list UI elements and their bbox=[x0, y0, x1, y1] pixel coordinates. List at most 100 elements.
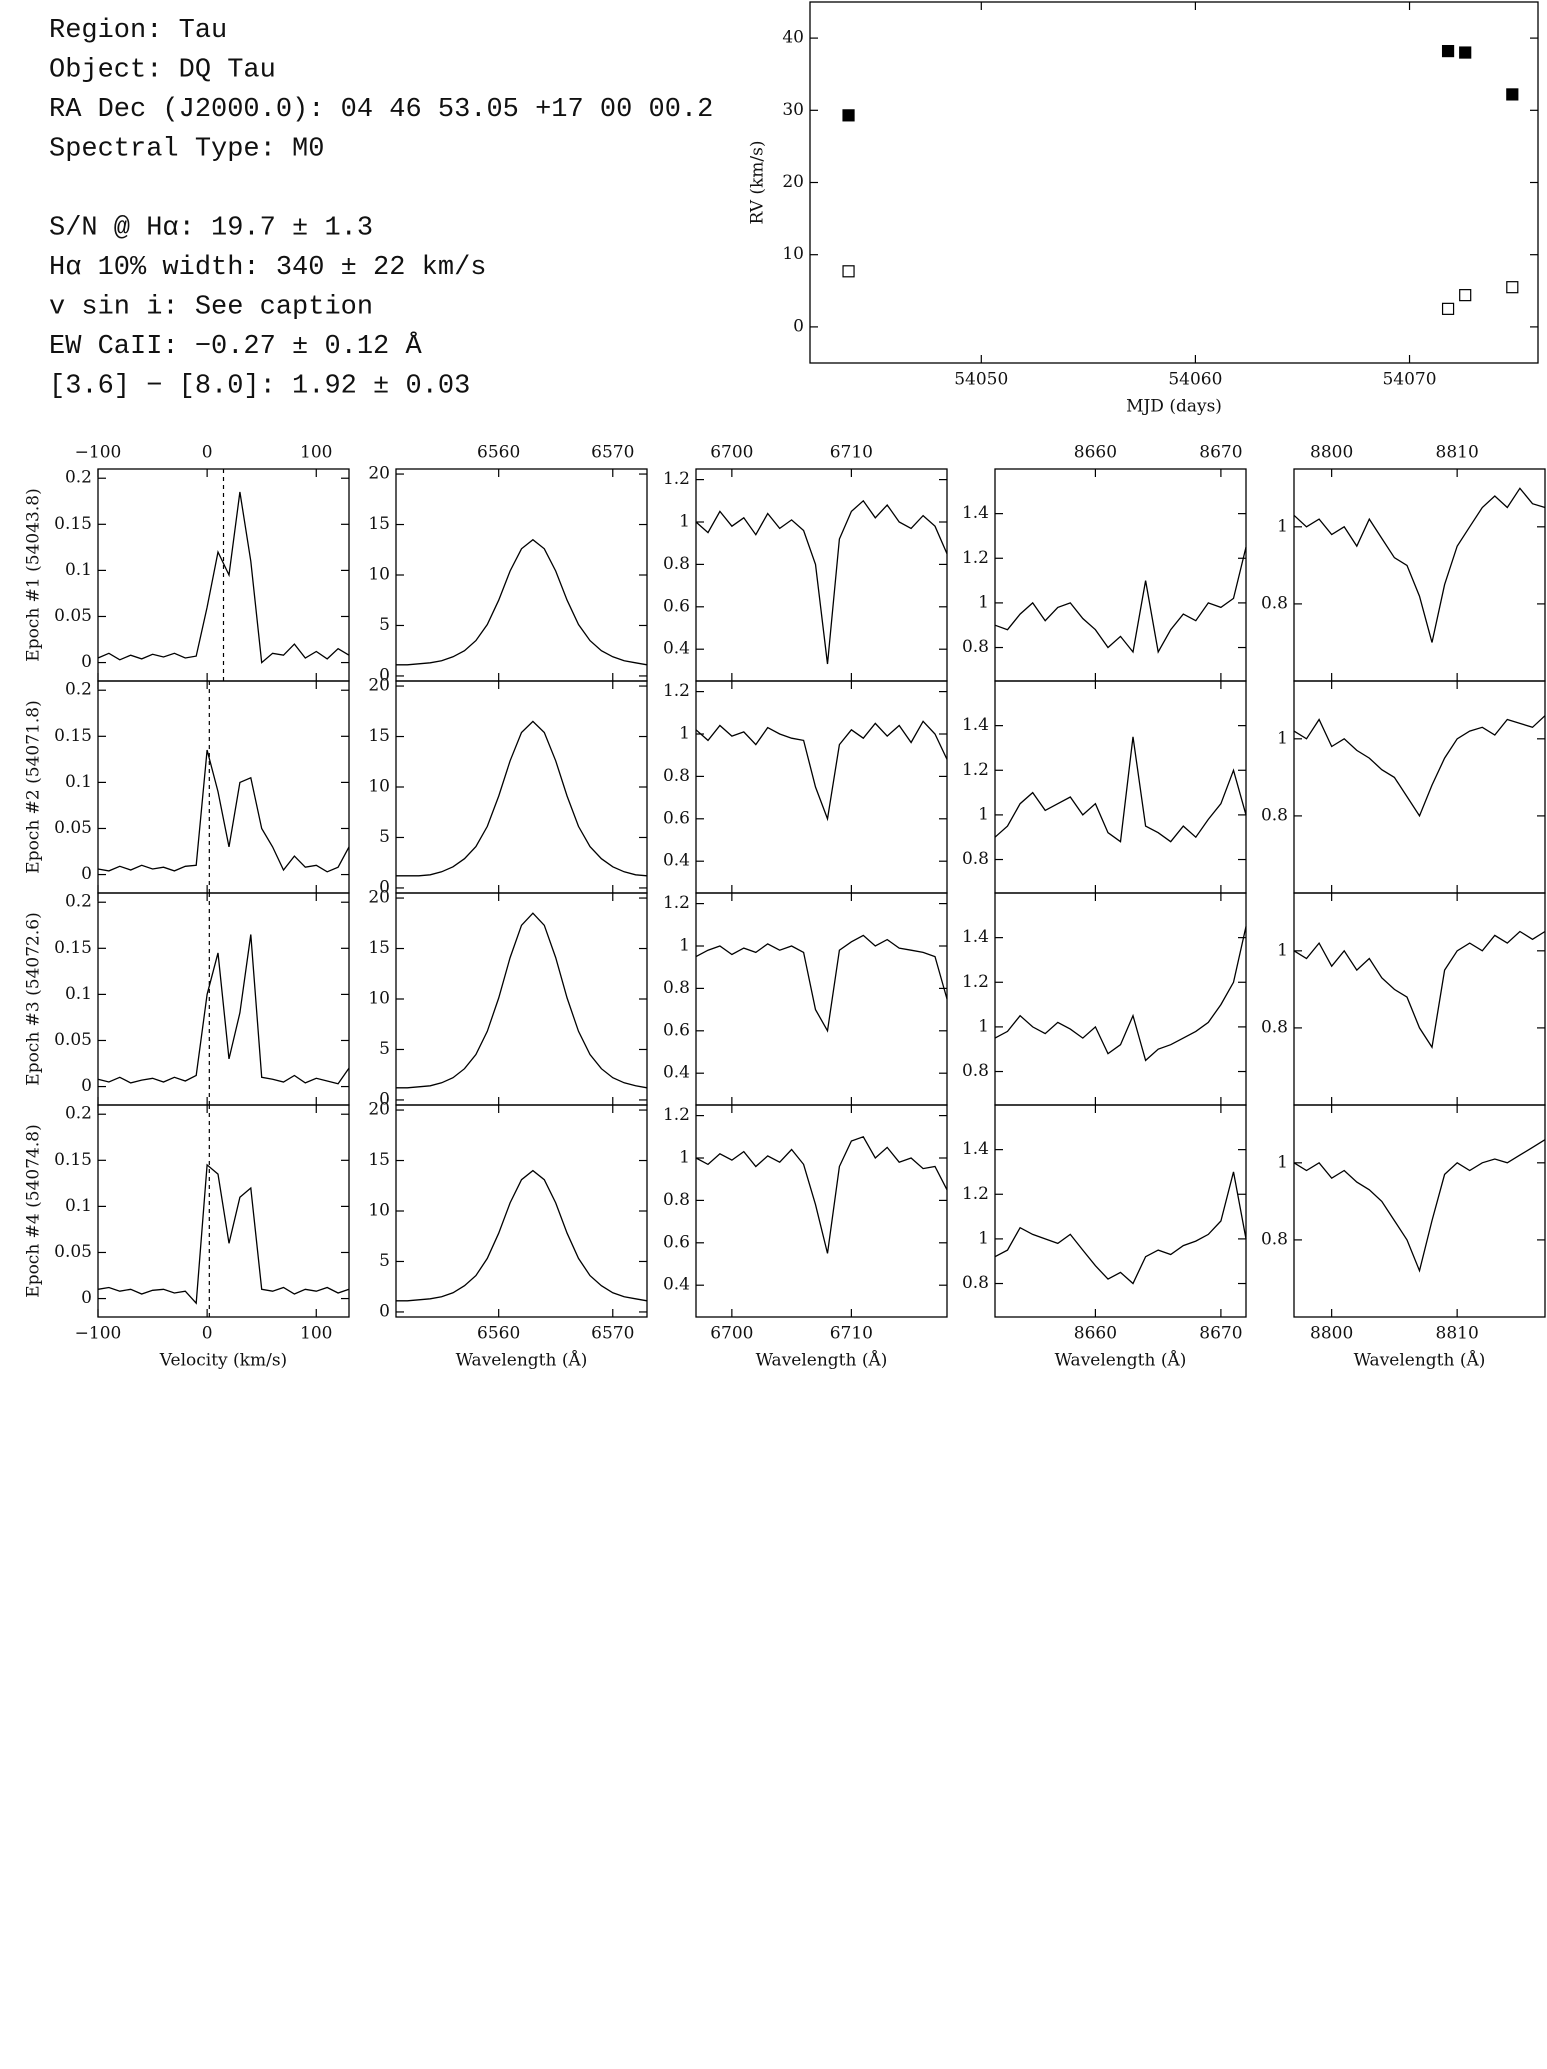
x-axis-label: Wavelength (Å) bbox=[456, 1350, 588, 1371]
plot-frame bbox=[1293, 680, 1546, 894]
y-tick-label: 10 bbox=[368, 1201, 390, 1221]
y-tick-label: 0.2 bbox=[65, 1104, 92, 1124]
y-axis-label: RV (km/s) bbox=[748, 140, 768, 224]
spectrum-line bbox=[396, 912, 648, 1089]
x-tick-label: 6710 bbox=[830, 1324, 873, 1344]
spectrum-line bbox=[695, 934, 948, 1033]
y-tick-label: 0.15 bbox=[54, 514, 92, 534]
spectrum-line bbox=[1293, 487, 1546, 643]
y-tick-label: 15 bbox=[368, 1150, 390, 1170]
y-axis-label: Epoch #1 (54043.8) bbox=[24, 488, 44, 661]
y-tick-label: 1.2 bbox=[962, 1184, 989, 1204]
y-tick-label: 0.8 bbox=[962, 1061, 989, 1081]
y-tick-label: 15 bbox=[368, 514, 390, 534]
y-tick-label: 1.4 bbox=[962, 927, 989, 947]
spectrum-line bbox=[1293, 1139, 1546, 1273]
plot-frame bbox=[97, 892, 350, 1106]
y-tick-label: 15 bbox=[368, 726, 390, 746]
x-tick-label: 8810 bbox=[1436, 1324, 1479, 1344]
y-tick-label: 0.05 bbox=[54, 606, 92, 626]
header-line: EW CaII: −0.27 ± 0.12 Å bbox=[49, 331, 422, 362]
plot-frame bbox=[695, 1104, 948, 1318]
x-axis-label: Wavelength (Å) bbox=[1055, 1350, 1187, 1371]
y-tick-label: 1 bbox=[1277, 940, 1288, 960]
x-tick-label: 8670 bbox=[1199, 1324, 1242, 1344]
x-axis-label: MJD (days) bbox=[1126, 397, 1222, 417]
y-tick-label: 0.8 bbox=[663, 766, 690, 786]
x-tick-label: 6710 bbox=[830, 443, 873, 463]
y-tick-label: 0.8 bbox=[663, 554, 690, 574]
spectrum-line bbox=[1293, 715, 1546, 818]
y-tick-label: 1.4 bbox=[962, 1139, 989, 1159]
rv-point bbox=[1506, 281, 1519, 294]
y-tick-label: 0.2 bbox=[65, 468, 92, 488]
y-tick-label: 1 bbox=[679, 1148, 690, 1168]
y-tick-label: 1 bbox=[978, 1228, 989, 1248]
plot-frame bbox=[695, 468, 948, 682]
y-tick-label: 0.1 bbox=[65, 772, 92, 792]
spectrum-line bbox=[994, 736, 1247, 843]
y-tick-label: 20 bbox=[368, 1100, 390, 1120]
y-tick-label: 0.8 bbox=[1261, 593, 1288, 613]
y-tick-label: 0.8 bbox=[962, 637, 989, 657]
y-tick-label: 10 bbox=[368, 777, 390, 797]
y-tick-label: 1 bbox=[1277, 516, 1288, 536]
plot-frame bbox=[395, 468, 648, 682]
x-tick-label: 54070 bbox=[1382, 370, 1436, 390]
y-tick-label: 0.6 bbox=[663, 596, 690, 616]
spectrum-line bbox=[1293, 930, 1546, 1049]
y-tick-label: 0.8 bbox=[1261, 1229, 1288, 1249]
y-tick-label: 0.15 bbox=[54, 1150, 92, 1170]
plot-frame bbox=[695, 680, 948, 894]
rv-point bbox=[1441, 44, 1455, 58]
y-tick-label: 1.2 bbox=[962, 548, 989, 568]
y-tick-label: 0.8 bbox=[1261, 1017, 1288, 1037]
y-tick-label: 0 bbox=[81, 1076, 92, 1096]
y-tick-label: 0.05 bbox=[54, 1030, 92, 1050]
y-tick-label: 0.05 bbox=[54, 1242, 92, 1262]
y-tick-label: 0 bbox=[81, 864, 92, 884]
y-tick-label: 20 bbox=[368, 464, 390, 484]
y-tick-label: 1 bbox=[679, 936, 690, 956]
spectrum-line bbox=[396, 720, 648, 877]
y-tick-label: 1.2 bbox=[663, 681, 690, 701]
y-tick-label: 0.6 bbox=[663, 808, 690, 828]
plot-frame bbox=[695, 892, 948, 1106]
x-tick-label: 8660 bbox=[1074, 443, 1117, 463]
x-tick-label: 100 bbox=[300, 443, 332, 463]
x-tick-label: 6560 bbox=[477, 1324, 520, 1344]
x-tick-label: −100 bbox=[75, 1324, 122, 1344]
rv-point bbox=[842, 265, 855, 278]
spectrum-line bbox=[695, 499, 948, 665]
y-tick-label: 0.15 bbox=[54, 726, 92, 746]
plot-frame bbox=[395, 680, 648, 894]
plot-frame bbox=[809, 1, 1539, 364]
y-tick-label: 1.4 bbox=[962, 715, 989, 735]
header-line: Spectral Type: M0 bbox=[49, 135, 324, 165]
plot-frame bbox=[97, 680, 350, 894]
rv-point bbox=[1506, 88, 1519, 101]
plot-frame bbox=[994, 1104, 1247, 1318]
header-line: RA Dec (J2000.0): 04 46 53.05 +17 00 00.… bbox=[49, 95, 713, 125]
y-tick-label: 1 bbox=[978, 804, 989, 824]
x-tick-label: 54050 bbox=[954, 370, 1008, 390]
y-tick-label: 0.8 bbox=[962, 849, 989, 869]
y-tick-label: 20 bbox=[368, 888, 390, 908]
y-tick-label: 0.1 bbox=[65, 1196, 92, 1216]
y-tick-label: 1.2 bbox=[962, 972, 989, 992]
y-tick-label: 5 bbox=[379, 1251, 390, 1271]
y-tick-label: 1 bbox=[679, 512, 690, 532]
header-line: v sin i: See caption bbox=[49, 293, 373, 323]
rv-point bbox=[842, 109, 855, 122]
y-axis-label: Epoch #3 (54072.6) bbox=[24, 912, 44, 1085]
y-tick-label: 0.8 bbox=[663, 978, 690, 998]
spectrum-line bbox=[695, 1136, 948, 1254]
x-tick-label: 0 bbox=[202, 443, 213, 463]
y-axis-label: Epoch #4 (54074.8) bbox=[24, 1124, 44, 1297]
y-tick-label: 1.2 bbox=[663, 893, 690, 913]
x-tick-label: 6570 bbox=[591, 443, 634, 463]
plot-frame bbox=[97, 1104, 350, 1318]
spectrum-line bbox=[97, 934, 350, 1085]
x-tick-label: 8670 bbox=[1199, 443, 1242, 463]
